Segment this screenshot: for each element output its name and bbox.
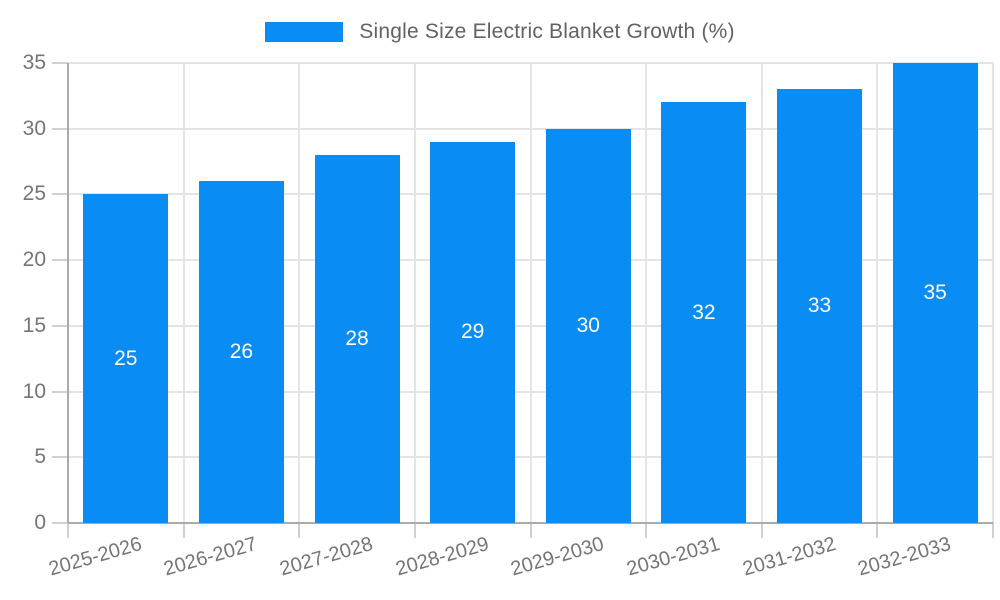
y-tick-label: 20 bbox=[22, 248, 46, 272]
x-tick bbox=[760, 523, 763, 538]
legend-label: Single Size Electric Blanket Growth (%) bbox=[359, 20, 735, 43]
x-tick bbox=[529, 523, 532, 538]
x-tick bbox=[413, 523, 416, 538]
v-gridline bbox=[413, 63, 416, 523]
bar-value-label: 33 bbox=[807, 294, 832, 318]
legend-swatch bbox=[265, 22, 344, 42]
x-tick bbox=[992, 523, 994, 538]
bar[interactable] bbox=[892, 63, 978, 523]
bar[interactable] bbox=[83, 194, 169, 523]
y-tick bbox=[52, 522, 68, 524]
v-gridline bbox=[760, 63, 763, 523]
bar-value-label: 29 bbox=[461, 320, 485, 344]
y-tick-label: 15 bbox=[22, 313, 46, 337]
x-tick bbox=[182, 523, 185, 538]
y-tick bbox=[52, 127, 68, 130]
x-tick bbox=[298, 523, 301, 538]
bar-value-label: 28 bbox=[345, 327, 369, 350]
bar[interactable] bbox=[545, 128, 631, 523]
x-tick bbox=[67, 523, 69, 538]
y-tick-label: 5 bbox=[34, 445, 46, 469]
v-gridline bbox=[529, 63, 532, 523]
v-gridline bbox=[182, 63, 185, 523]
y-tick bbox=[52, 324, 68, 327]
x-tick bbox=[876, 523, 879, 538]
bar-value-label: 25 bbox=[114, 346, 138, 370]
y-tick bbox=[52, 456, 68, 459]
bar[interactable] bbox=[430, 141, 516, 523]
v-gridline bbox=[992, 63, 994, 523]
legend[interactable]: Single Size Electric Blanket Growth (%) bbox=[0, 19, 1000, 45]
y-tick-label: 30 bbox=[22, 116, 46, 140]
y-tick-label: 10 bbox=[22, 379, 46, 403]
v-gridline bbox=[645, 63, 648, 523]
bar[interactable] bbox=[661, 102, 747, 523]
v-gridline bbox=[876, 63, 879, 523]
y-axis-line bbox=[67, 63, 69, 523]
y-tick-label: 25 bbox=[22, 182, 46, 206]
y-tick-label: 35 bbox=[22, 51, 46, 74]
v-gridline bbox=[298, 63, 301, 523]
x-axis-line bbox=[68, 522, 993, 524]
bar[interactable] bbox=[777, 89, 863, 523]
bar-value-label: 35 bbox=[923, 281, 947, 304]
x-tick bbox=[645, 523, 648, 538]
bar-value-label: 26 bbox=[229, 340, 254, 364]
y-tick bbox=[52, 62, 68, 64]
y-tick bbox=[52, 193, 68, 196]
y-tick-label: 0 bbox=[34, 511, 46, 534]
bar-value-label: 30 bbox=[576, 313, 600, 337]
bar[interactable] bbox=[314, 155, 400, 523]
y-tick bbox=[52, 259, 68, 262]
y-tick bbox=[52, 390, 68, 393]
bar-value-label: 32 bbox=[692, 300, 716, 324]
bar[interactable] bbox=[198, 181, 284, 523]
